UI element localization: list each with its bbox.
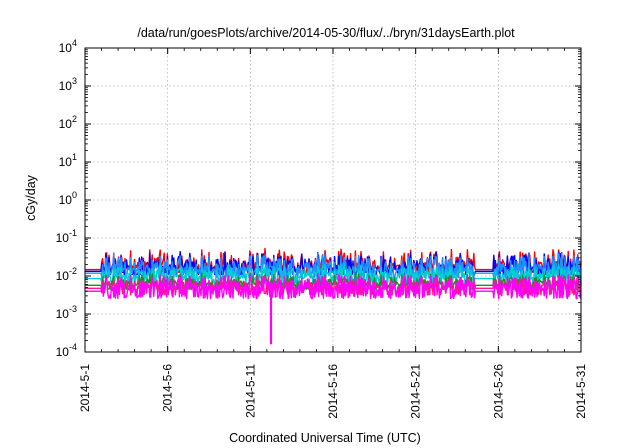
- x-tick-label: 2014-5-31: [574, 364, 588, 419]
- chart-title: /data/run/goesPlots/archive/2014-05-30/f…: [137, 26, 515, 40]
- y-tick-label: 10-3: [56, 304, 77, 321]
- y-tick-label: 102: [59, 114, 77, 131]
- y-tick-label: 10-4: [56, 342, 77, 359]
- y-tick-label: 104: [59, 38, 77, 55]
- x-tick-label: 2014-5-21: [409, 364, 423, 419]
- axes: 10-4 10-3 10-2 10-1 100 101 102 103 104 2014-5-1 2…: [56, 38, 588, 419]
- series-line: [85, 273, 582, 300]
- series-line: [85, 252, 582, 279]
- x-tick-label: 2014-5-1: [78, 364, 92, 412]
- x-axis-label: Coordinated Universal Time (UTC): [229, 431, 421, 445]
- y-tick-label: 10-1: [56, 228, 77, 245]
- x-tick-label: 2014-5-16: [326, 364, 340, 419]
- series-group: [85, 247, 582, 345]
- x-tick-label: 2014-5-6: [161, 364, 175, 412]
- y-axis-label: cGy/day: [24, 174, 38, 221]
- y-tick-label: 10-2: [56, 266, 77, 283]
- y-tick-label: 101: [59, 152, 77, 169]
- x-tick-label: 2014-5-11: [243, 364, 257, 418]
- y-tick-label: 103: [59, 76, 77, 93]
- grid: [85, 48, 581, 352]
- y-tick-label: 100: [59, 190, 77, 207]
- x-tick-label: 2014-5-26: [491, 364, 505, 419]
